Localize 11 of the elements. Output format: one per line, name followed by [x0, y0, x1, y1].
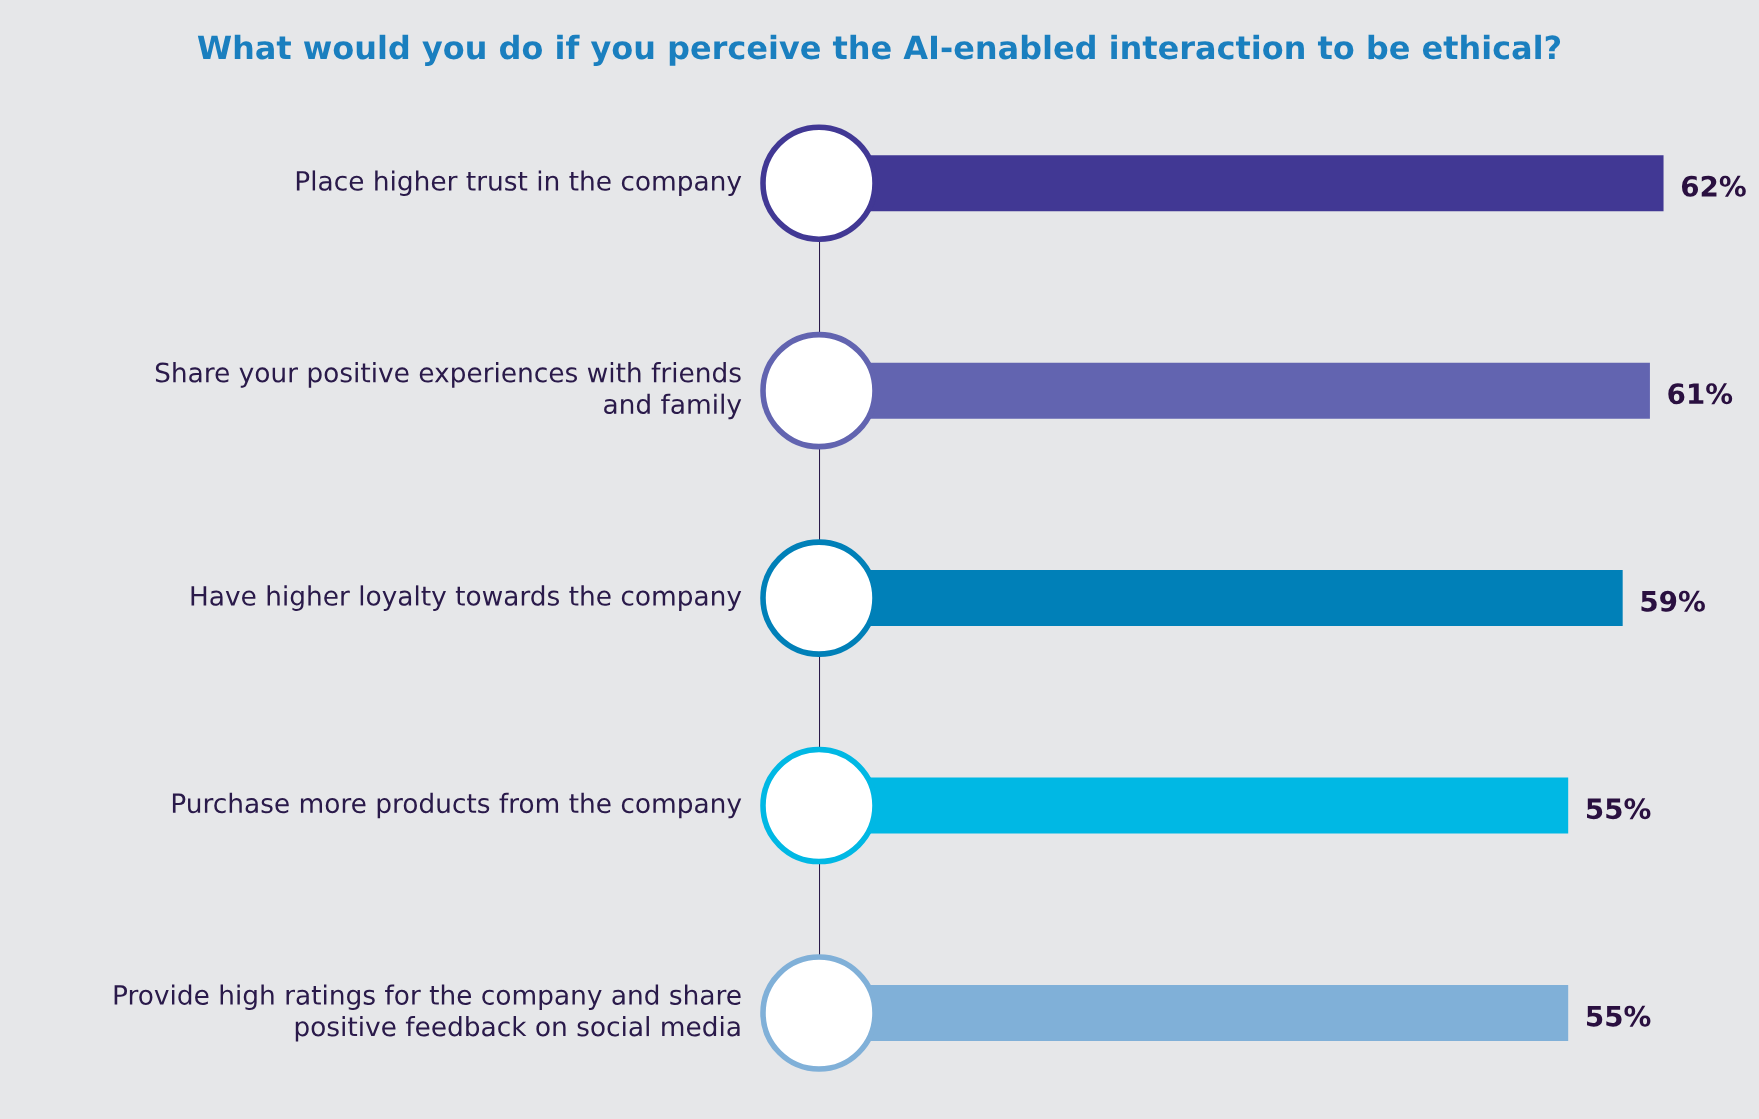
y-tick-label: Provide high ratings for the company and share positive feedback on social media — [114, 984, 741, 1042]
y-tick-label: Purchase more products from the company — [172, 792, 742, 819]
chart-title: What would you do if you perceive the AI-enabled interaction to be ethical? — [197, 34, 1561, 66]
data-label: 62% — [1681, 175, 1746, 197]
y-tick-label: Share your positive experiences with friends and family — [155, 362, 742, 420]
y-tick-label: Have higher loyalty towards the company — [191, 585, 742, 611]
data-label: 59% — [1641, 590, 1705, 612]
data-label: 61% — [1668, 383, 1733, 405]
y-tick-label: Place higher trust in the company — [296, 170, 742, 196]
data-label: 55% — [1587, 1005, 1651, 1027]
data-label: 55% — [1587, 798, 1651, 820]
